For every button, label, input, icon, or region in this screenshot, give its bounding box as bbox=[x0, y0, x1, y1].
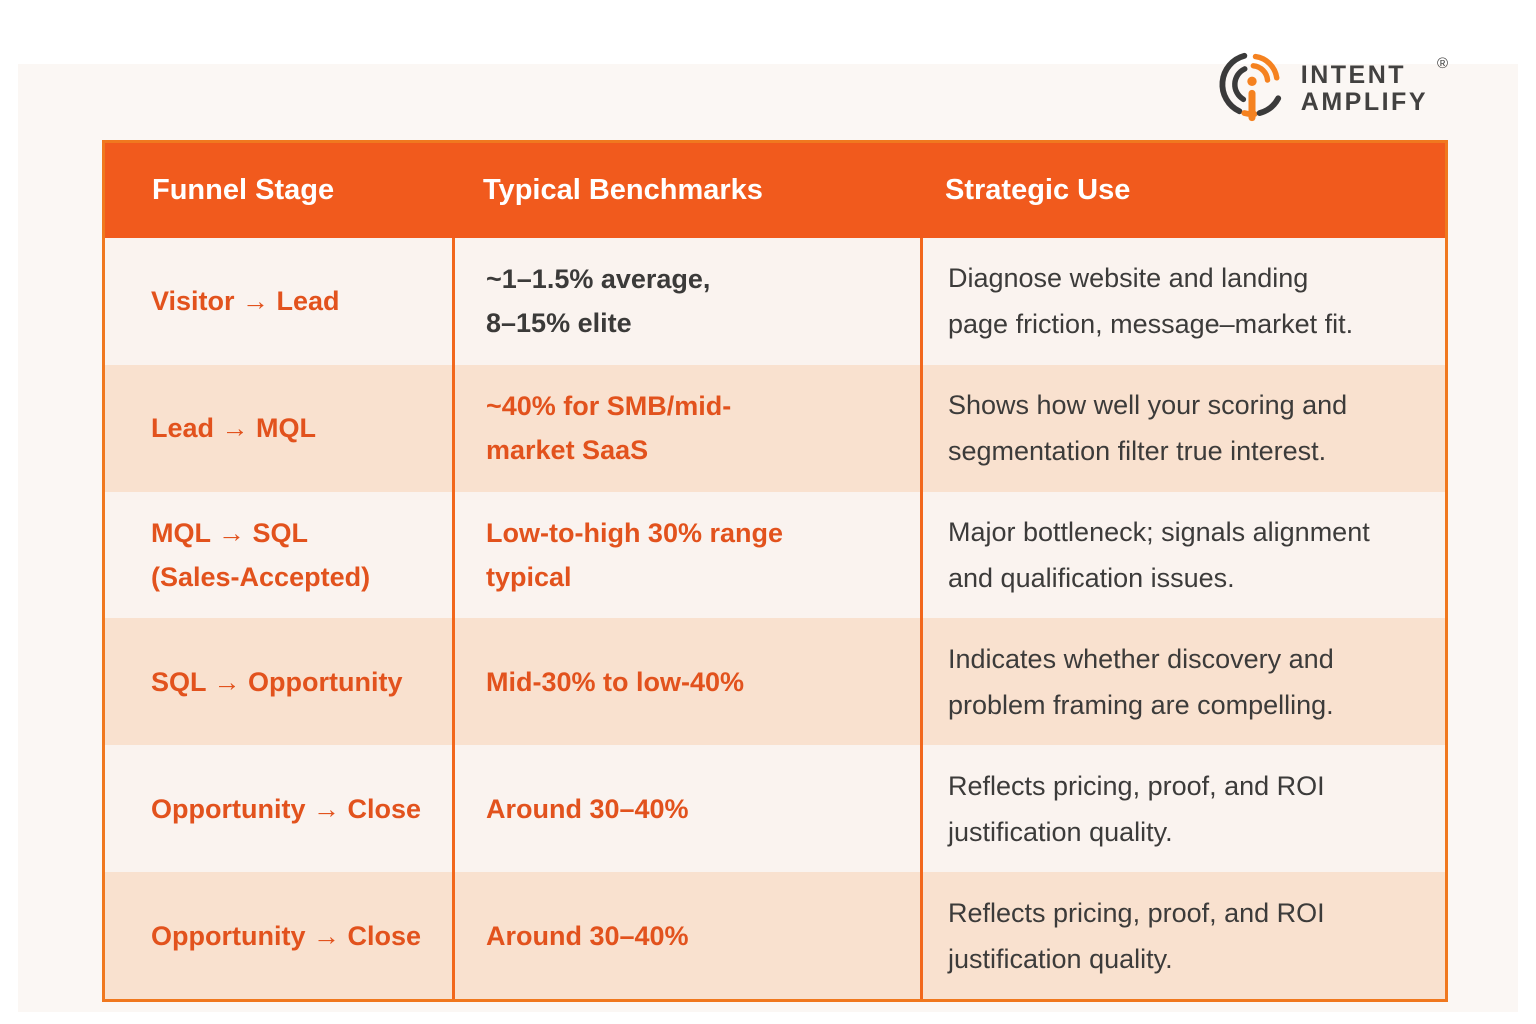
funnel-stage-cell: Visitor → Lead bbox=[151, 286, 340, 317]
table-body: Visitor → Lead ~1–1.5% average, 8–15% el… bbox=[105, 238, 1445, 999]
intent-amplify-logo-icon bbox=[1219, 52, 1281, 122]
funnel-stage-cell: Lead → MQL bbox=[151, 413, 317, 444]
table-row: SQL → Opportunity Mid-30% to low-40% Ind… bbox=[105, 618, 1445, 746]
funnel-stage-cell: MQL → SQL (Sales-Accepted) bbox=[151, 518, 371, 593]
benchmark-cell: Around 30–40% bbox=[452, 745, 920, 873]
funnel-stage-cell: SQL → Opportunity bbox=[151, 666, 403, 697]
brand-line1: Intent bbox=[1300, 61, 1407, 89]
strategic-use-cell: Reflects pricing, proof, and ROI justifi… bbox=[920, 745, 1445, 873]
funnel-stage-cell: Opportunity → Close bbox=[151, 793, 421, 824]
benchmark-cell: Low-to-high 30% range typical bbox=[452, 491, 920, 619]
column-header-funnel-stage: Funnel Stage bbox=[152, 174, 335, 206]
funnel-benchmarks-table: Funnel Stage Typical Benchmarks Strategi… bbox=[102, 140, 1448, 1002]
strategic-use-cell: Diagnose website and landing page fricti… bbox=[920, 238, 1445, 365]
benchmark-cell: ~40% for SMB/mid- market SaaS bbox=[452, 364, 920, 492]
brand-logo: Intent Amplify ® bbox=[1213, 44, 1448, 128]
strategic-use-cell: Shows how well your scoring and segmenta… bbox=[920, 364, 1445, 492]
benchmark-cell: Mid-30% to low-40% bbox=[452, 618, 920, 746]
table-row: MQL → SQL (Sales-Accepted) Low-to-high 3… bbox=[105, 491, 1445, 619]
column-header-strategic-use: Strategic Use bbox=[945, 174, 1131, 206]
table-row: Opportunity → Close Around 30–40% Reflec… bbox=[105, 872, 1445, 999]
table-row: Opportunity → Close Around 30–40% Reflec… bbox=[105, 745, 1445, 873]
table-header-row: Funnel Stage Typical Benchmarks Strategi… bbox=[105, 143, 1445, 238]
table-row: Visitor → Lead ~1–1.5% average, 8–15% el… bbox=[105, 238, 1445, 365]
benchmark-cell: Around 30–40% bbox=[452, 872, 920, 999]
strategic-use-cell: Major bottleneck; signals alignment and … bbox=[920, 491, 1445, 619]
funnel-stage-cell: Opportunity → Close bbox=[151, 920, 421, 951]
benchmark-cell: ~1–1.5% average, 8–15% elite bbox=[452, 238, 920, 365]
brand-line2: Amplify bbox=[1300, 88, 1428, 116]
table-row: Lead → MQL ~40% for SMB/mid- market SaaS… bbox=[105, 364, 1445, 492]
strategic-use-cell: Reflects pricing, proof, and ROI justifi… bbox=[920, 872, 1445, 999]
registered-trademark-symbol: ® bbox=[1436, 55, 1448, 72]
strategic-use-cell: Indicates whether discovery and problem … bbox=[920, 618, 1445, 746]
brand-wordmark: Intent Amplify ® bbox=[1300, 55, 1448, 116]
column-header-typical-benchmarks: Typical Benchmarks bbox=[483, 174, 763, 206]
